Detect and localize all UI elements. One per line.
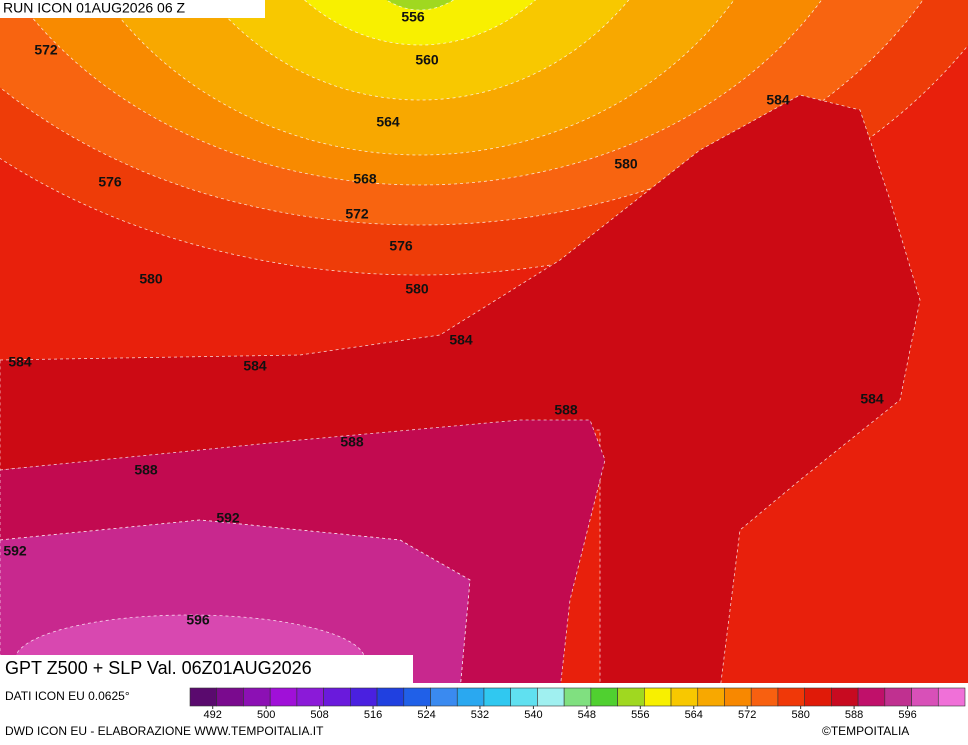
scale-swatch bbox=[189, 687, 218, 707]
scale-tick-label: 588 bbox=[845, 709, 863, 721]
contour-label: 588 bbox=[340, 434, 364, 450]
contour-label: 576 bbox=[389, 238, 413, 254]
scale-swatch bbox=[884, 687, 912, 707]
scale-tick-label: 524 bbox=[417, 709, 435, 721]
scale-swatch bbox=[376, 687, 405, 707]
scale-swatch bbox=[456, 687, 485, 707]
scale-tick-label: 516 bbox=[364, 709, 382, 721]
scale-swatch bbox=[644, 687, 672, 707]
scale-swatch bbox=[937, 687, 966, 707]
scale-swatch bbox=[857, 687, 886, 707]
contour-label: 588 bbox=[134, 462, 158, 478]
contour-label: 584 bbox=[449, 332, 473, 348]
scale-swatch bbox=[243, 687, 271, 707]
scale-swatch bbox=[777, 687, 805, 707]
scale-tick-label: 580 bbox=[791, 709, 809, 721]
contour-label: 572 bbox=[345, 206, 369, 222]
scale-swatch bbox=[483, 687, 511, 707]
scale-swatch bbox=[563, 687, 592, 707]
contour-label: 584 bbox=[766, 92, 790, 108]
contour-label: 572 bbox=[34, 42, 58, 58]
contour-label: 580 bbox=[139, 271, 163, 287]
scale-swatch bbox=[403, 687, 431, 707]
scale-tick-label: 564 bbox=[685, 709, 703, 721]
scale-tick-label: 556 bbox=[631, 709, 649, 721]
scale-swatch bbox=[697, 687, 725, 707]
contour-label: 560 bbox=[415, 52, 439, 68]
credit: DWD ICON EU - ELABORAZIONE WWW.TEMPOITAL… bbox=[5, 724, 324, 738]
scale-swatch bbox=[750, 687, 779, 707]
map-title: GPT Z500 + SLP Val. 06Z01AUG2026 bbox=[5, 658, 312, 678]
contour-label: 576 bbox=[98, 174, 122, 190]
scale-swatch bbox=[911, 687, 939, 707]
scale-tick-label: 572 bbox=[738, 709, 756, 721]
scale-tick-label: 500 bbox=[257, 709, 275, 721]
contour-label: 584 bbox=[860, 391, 884, 407]
scale-swatch bbox=[510, 687, 538, 707]
scale-swatch bbox=[350, 687, 378, 707]
contour-label: 588 bbox=[554, 402, 578, 418]
contour-label: 584 bbox=[8, 354, 32, 370]
scale-swatch bbox=[216, 687, 244, 707]
contour-label: 580 bbox=[405, 281, 429, 297]
scale-swatch bbox=[617, 687, 645, 707]
contour-label: 556 bbox=[401, 9, 425, 25]
scale-tick-label: 532 bbox=[471, 709, 489, 721]
title-box bbox=[0, 655, 413, 683]
map-fields bbox=[0, 0, 968, 683]
contour-label: 564 bbox=[376, 114, 400, 130]
field-560 bbox=[210, 0, 630, 101]
field-556 bbox=[303, 0, 537, 46]
run-box bbox=[0, 0, 265, 18]
run-label: RUN ICON 01AUG2026 06 Z bbox=[3, 0, 186, 16]
scale-tick-label: 492 bbox=[204, 709, 222, 721]
scale-swatch bbox=[537, 687, 565, 707]
scale-swatch bbox=[269, 687, 298, 707]
scale-tick-label: 548 bbox=[578, 709, 596, 721]
scale-swatch bbox=[670, 687, 699, 707]
scale-swatch bbox=[296, 687, 324, 707]
contour-label: 584 bbox=[243, 358, 267, 374]
scale-swatch bbox=[724, 687, 752, 707]
scale-tick-label: 596 bbox=[898, 709, 916, 721]
contour-label: 596 bbox=[186, 612, 210, 628]
contour-label: 580 bbox=[614, 156, 638, 172]
scale-swatch bbox=[804, 687, 832, 707]
contour-labels: 556 560 572 564 584 576 568 580 572 576 580 580 584 5… bbox=[3, 9, 884, 628]
scale-swatch bbox=[430, 687, 458, 707]
scale-tick-label: 508 bbox=[310, 709, 328, 721]
scale-swatch bbox=[590, 687, 618, 707]
field-552 bbox=[385, 0, 455, 11]
scale-tick-label: 540 bbox=[524, 709, 542, 721]
contour-label: 568 bbox=[353, 171, 377, 187]
color-scale: 492 500 508 516 524 532 540 548 556 564 572 580 588 5… bbox=[189, 687, 966, 721]
data-source: DATI ICON EU 0.0625° bbox=[5, 689, 130, 703]
copyright: ©TEMPOITALIA bbox=[822, 724, 909, 738]
scale-swatch bbox=[831, 687, 859, 707]
contour-label: 592 bbox=[216, 510, 240, 526]
scale-swatch bbox=[323, 687, 351, 707]
contour-label: 592 bbox=[3, 543, 27, 559]
